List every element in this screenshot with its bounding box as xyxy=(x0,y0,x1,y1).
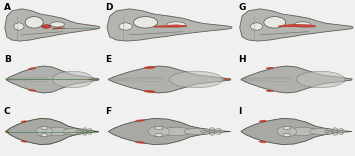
Ellipse shape xyxy=(36,126,53,137)
Ellipse shape xyxy=(135,119,146,122)
Ellipse shape xyxy=(155,134,163,137)
Ellipse shape xyxy=(21,120,27,123)
Ellipse shape xyxy=(184,128,208,135)
Ellipse shape xyxy=(223,79,230,80)
Polygon shape xyxy=(153,24,187,27)
Ellipse shape xyxy=(64,128,82,135)
Ellipse shape xyxy=(46,127,69,136)
Ellipse shape xyxy=(289,127,316,136)
Ellipse shape xyxy=(83,132,87,135)
Ellipse shape xyxy=(216,130,224,133)
Ellipse shape xyxy=(144,90,155,93)
Ellipse shape xyxy=(283,126,290,129)
Ellipse shape xyxy=(50,22,65,27)
Text: F: F xyxy=(106,107,112,116)
Polygon shape xyxy=(241,66,352,93)
Ellipse shape xyxy=(333,128,338,131)
Ellipse shape xyxy=(266,67,274,69)
Ellipse shape xyxy=(167,22,186,27)
Ellipse shape xyxy=(25,17,43,28)
Ellipse shape xyxy=(5,130,9,133)
Ellipse shape xyxy=(162,127,191,136)
Ellipse shape xyxy=(41,134,47,137)
Ellipse shape xyxy=(133,17,158,28)
Ellipse shape xyxy=(28,89,36,92)
Ellipse shape xyxy=(258,141,267,143)
Ellipse shape xyxy=(14,23,24,30)
Ellipse shape xyxy=(266,90,274,92)
Ellipse shape xyxy=(251,23,263,30)
Ellipse shape xyxy=(88,130,94,133)
Polygon shape xyxy=(241,119,352,145)
Ellipse shape xyxy=(283,134,290,137)
Polygon shape xyxy=(278,24,316,27)
Ellipse shape xyxy=(327,129,333,131)
Ellipse shape xyxy=(78,132,83,134)
Ellipse shape xyxy=(41,126,47,129)
Polygon shape xyxy=(107,9,232,41)
Ellipse shape xyxy=(83,128,87,131)
Ellipse shape xyxy=(42,25,51,28)
Ellipse shape xyxy=(21,140,27,143)
Text: I: I xyxy=(239,107,242,116)
Ellipse shape xyxy=(87,129,92,131)
Ellipse shape xyxy=(294,22,311,27)
Ellipse shape xyxy=(209,132,215,135)
Polygon shape xyxy=(6,119,99,145)
Ellipse shape xyxy=(52,71,93,88)
Ellipse shape xyxy=(327,132,333,134)
Ellipse shape xyxy=(203,129,210,131)
Ellipse shape xyxy=(170,71,223,88)
Ellipse shape xyxy=(144,66,155,69)
Ellipse shape xyxy=(337,132,343,134)
Polygon shape xyxy=(53,27,66,30)
Ellipse shape xyxy=(28,67,36,70)
Text: H: H xyxy=(239,55,246,64)
Ellipse shape xyxy=(324,130,332,133)
Polygon shape xyxy=(240,9,353,41)
Ellipse shape xyxy=(337,129,343,131)
Polygon shape xyxy=(108,119,231,145)
Ellipse shape xyxy=(155,126,163,129)
Ellipse shape xyxy=(88,79,93,80)
Polygon shape xyxy=(108,66,231,93)
Text: B: B xyxy=(4,55,11,64)
Ellipse shape xyxy=(277,126,296,137)
Ellipse shape xyxy=(78,129,83,131)
Ellipse shape xyxy=(135,141,146,144)
Polygon shape xyxy=(5,9,100,41)
Ellipse shape xyxy=(296,71,345,88)
Ellipse shape xyxy=(200,130,208,133)
Ellipse shape xyxy=(119,23,132,30)
Ellipse shape xyxy=(214,129,221,131)
Text: G: G xyxy=(239,3,246,12)
Ellipse shape xyxy=(333,132,338,135)
Ellipse shape xyxy=(148,126,170,137)
Ellipse shape xyxy=(203,132,210,134)
Ellipse shape xyxy=(87,132,92,134)
Ellipse shape xyxy=(209,128,215,131)
Ellipse shape xyxy=(264,17,285,28)
Text: C: C xyxy=(4,107,10,116)
Ellipse shape xyxy=(310,128,332,135)
Ellipse shape xyxy=(339,130,346,133)
Text: E: E xyxy=(106,55,112,64)
Polygon shape xyxy=(6,66,99,93)
Ellipse shape xyxy=(258,120,267,122)
Text: A: A xyxy=(4,3,11,12)
Text: D: D xyxy=(106,3,113,12)
Ellipse shape xyxy=(76,130,82,133)
Ellipse shape xyxy=(214,132,221,134)
